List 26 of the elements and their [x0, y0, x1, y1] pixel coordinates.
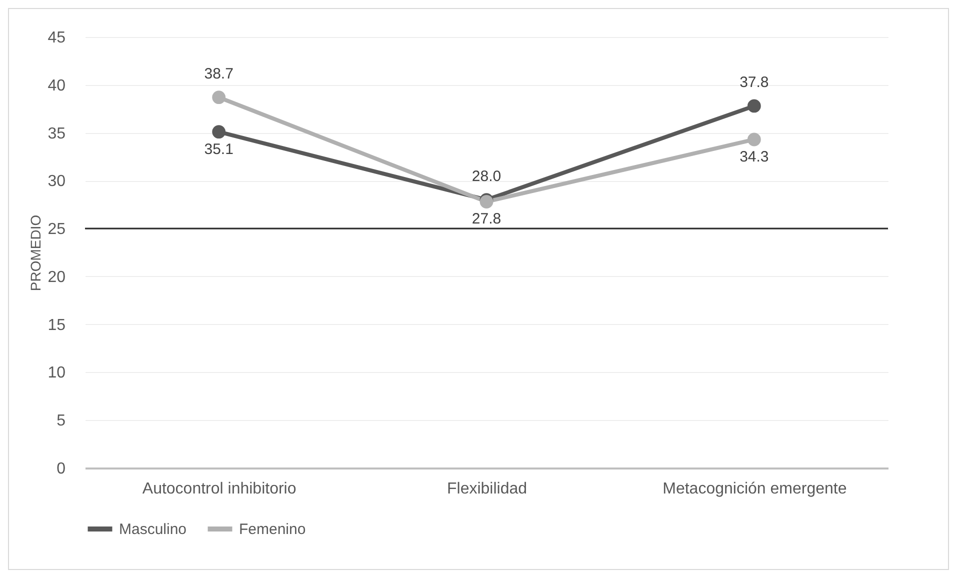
data-label: 27.8 — [472, 210, 502, 228]
data-label: 35.1 — [204, 140, 234, 158]
data-label: 38.7 — [204, 65, 234, 82]
y-tick-label: 0 — [56, 460, 66, 478]
y-tick-label: 40 — [48, 77, 66, 94]
data-label: 28.0 — [472, 168, 502, 185]
data-label: 34.3 — [740, 148, 769, 166]
point — [747, 132, 761, 146]
y-axis-title: PROMEDIO — [28, 214, 44, 292]
y-tick-label: 20 — [48, 268, 66, 286]
point — [212, 125, 226, 139]
point — [747, 99, 761, 113]
x-tick-label: Metacognición emergente — [662, 480, 847, 498]
y-tick-label: 45 — [48, 30, 66, 46]
y-tick-label: 35 — [48, 125, 66, 142]
legend-label: Masculino — [119, 521, 187, 538]
y-tick-label: 30 — [48, 173, 66, 190]
data-label: 37.8 — [740, 74, 769, 91]
y-tick-label: 15 — [48, 316, 66, 334]
x-tick-label: Autocontrol inhibitorio — [142, 480, 296, 498]
legend-label: Femenino — [239, 521, 306, 538]
y-tick-label: 25 — [48, 221, 66, 238]
point — [212, 90, 226, 104]
y-tick-label: 10 — [48, 364, 66, 382]
y-tick-label: 5 — [56, 412, 66, 430]
x-tick-label: Flexibilidad — [446, 480, 528, 498]
